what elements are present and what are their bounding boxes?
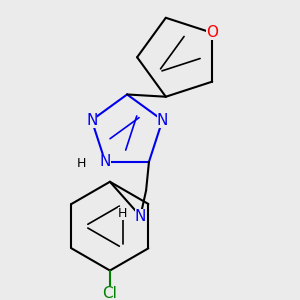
Text: N: N [100, 154, 111, 169]
Text: N: N [86, 113, 98, 128]
Text: Cl: Cl [103, 286, 117, 300]
Text: N: N [135, 209, 146, 224]
Text: N: N [157, 113, 168, 128]
Text: H: H [77, 157, 87, 170]
Text: H: H [118, 207, 128, 220]
Text: O: O [206, 26, 218, 40]
